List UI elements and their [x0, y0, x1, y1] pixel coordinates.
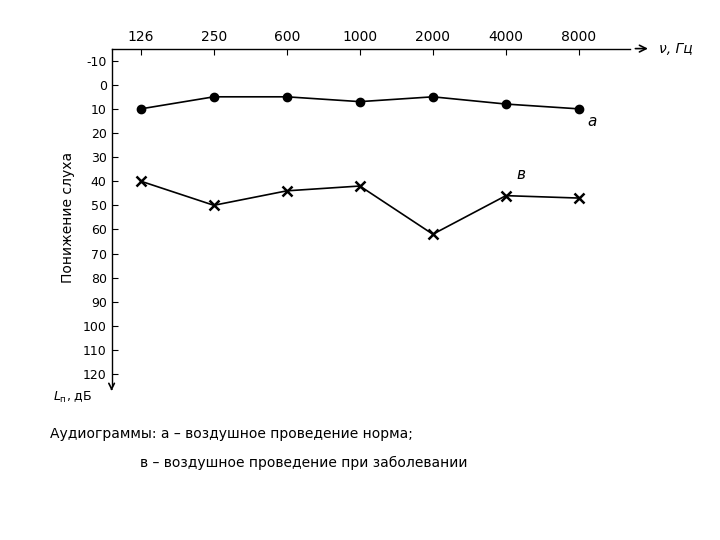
Text: ν, Гц: ν, Гц [659, 42, 692, 56]
Text: $L_{\rm п}$, дБ: $L_{\rm п}$, дБ [53, 390, 92, 405]
Text: в: в [517, 167, 526, 182]
Text: Аудиограммы: a – воздушное проведение норма;: Аудиограммы: a – воздушное проведение но… [50, 427, 413, 441]
Text: в – воздушное проведение при заболевании: в – воздушное проведение при заболевании [140, 456, 468, 470]
Text: a: a [588, 114, 597, 129]
Y-axis label: Понижение слуха: Понижение слуха [60, 152, 75, 283]
